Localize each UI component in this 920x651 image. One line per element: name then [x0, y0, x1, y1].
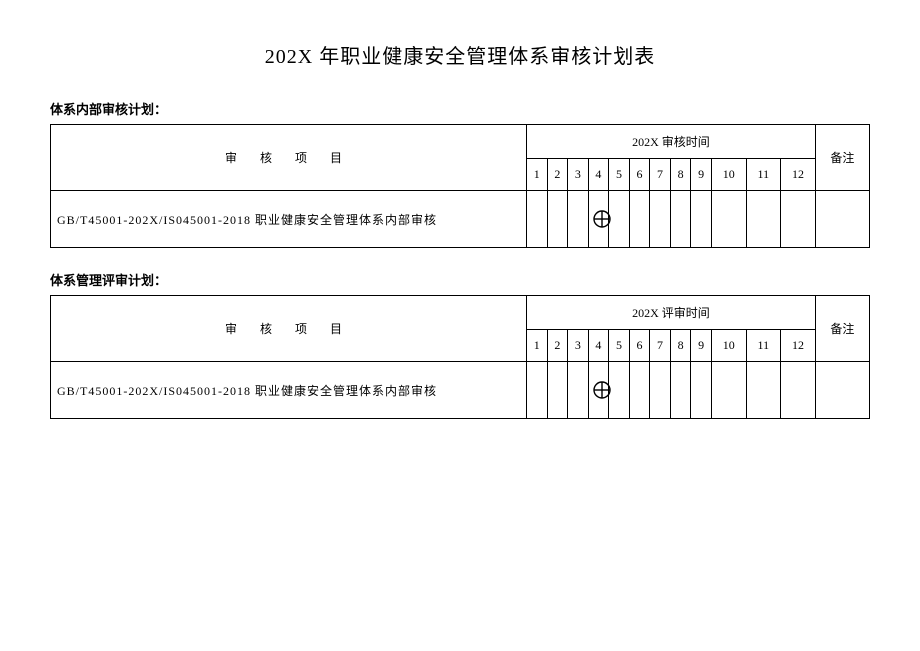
- cell-m5: [609, 191, 630, 248]
- cell-m6: [629, 191, 650, 248]
- cell-m9: [691, 191, 712, 248]
- audit-plan-table-1: 审 核 项 目 202X 审核时间 备注 1 2 3 4 5 6 7 8 9 1…: [50, 124, 870, 248]
- month-6: 6: [629, 330, 650, 362]
- month-1: 1: [527, 159, 548, 191]
- time-header: 202X 审核时间: [527, 125, 816, 159]
- month-8: 8: [670, 159, 691, 191]
- month-10: 10: [711, 159, 746, 191]
- header-row-2: 审 核 项 目 202X 评审时间 备注: [51, 296, 870, 330]
- month-12: 12: [781, 159, 816, 191]
- row-label: GB/T45001-202X/IS045001-2018 职业健康安全管理体系内…: [51, 191, 527, 248]
- cell-m7: [650, 191, 671, 248]
- cell-m5: [609, 362, 630, 419]
- cell-m3: [568, 362, 589, 419]
- section-label-1: 体系内部审核计划：: [50, 99, 870, 118]
- month-4: 4: [588, 159, 609, 191]
- header-row-1: 审 核 项 目 202X 审核时间 备注: [51, 125, 870, 159]
- cell-m10: [711, 191, 746, 248]
- month-3: 3: [568, 159, 589, 191]
- cell-m12: [781, 191, 816, 248]
- month-11: 11: [746, 159, 781, 191]
- month-2: 2: [547, 159, 568, 191]
- time-header-2: 202X 评审时间: [527, 296, 816, 330]
- month-2: 2: [547, 330, 568, 362]
- remark-cell-2: [815, 362, 869, 419]
- cell-m12: [781, 362, 816, 419]
- month-12: 12: [781, 330, 816, 362]
- month-9: 9: [691, 159, 712, 191]
- section-label-2: 体系管理评审计划：: [50, 270, 870, 289]
- month-6: 6: [629, 159, 650, 191]
- month-5: 5: [609, 159, 630, 191]
- page-title: 202X 年职业健康安全管理体系审核计划表: [50, 40, 870, 69]
- project-header: 审 核 项 目: [51, 125, 527, 191]
- month-4: 4: [588, 330, 609, 362]
- month-8: 8: [670, 330, 691, 362]
- review-plan-table-2: 审 核 项 目 202X 评审时间 备注 1 2 3 4 5 6 7 8 9 1…: [50, 295, 870, 419]
- cell-m1: [527, 362, 548, 419]
- month-9: 9: [691, 330, 712, 362]
- remark-cell: [815, 191, 869, 248]
- cell-m10: [711, 362, 746, 419]
- month-11: 11: [746, 330, 781, 362]
- cell-m8: [670, 362, 691, 419]
- data-row-1: GB/T45001-202X/IS045001-2018 职业健康安全管理体系内…: [51, 191, 870, 248]
- cell-m9: [691, 362, 712, 419]
- cell-m7: [650, 362, 671, 419]
- data-row-2: GB/T45001-202X/IS045001-2018 职业健康安全管理体系内…: [51, 362, 870, 419]
- month-10: 10: [711, 330, 746, 362]
- cell-m8: [670, 191, 691, 248]
- cell-m2: [547, 191, 568, 248]
- cell-m3: [568, 191, 589, 248]
- cell-m11: [746, 362, 781, 419]
- cell-m2: [547, 362, 568, 419]
- month-7: 7: [650, 159, 671, 191]
- remark-header-2: 备注: [815, 296, 869, 362]
- cell-m4: [588, 362, 609, 419]
- cell-m1: [527, 191, 548, 248]
- cell-m6: [629, 362, 650, 419]
- month-3: 3: [568, 330, 589, 362]
- remark-header: 备注: [815, 125, 869, 191]
- cell-m11: [746, 191, 781, 248]
- month-7: 7: [650, 330, 671, 362]
- month-5: 5: [609, 330, 630, 362]
- project-header-2: 审 核 项 目: [51, 296, 527, 362]
- row-label-2: GB/T45001-202X/IS045001-2018 职业健康安全管理体系内…: [51, 362, 527, 419]
- cell-m4: [588, 191, 609, 248]
- month-1: 1: [527, 330, 548, 362]
